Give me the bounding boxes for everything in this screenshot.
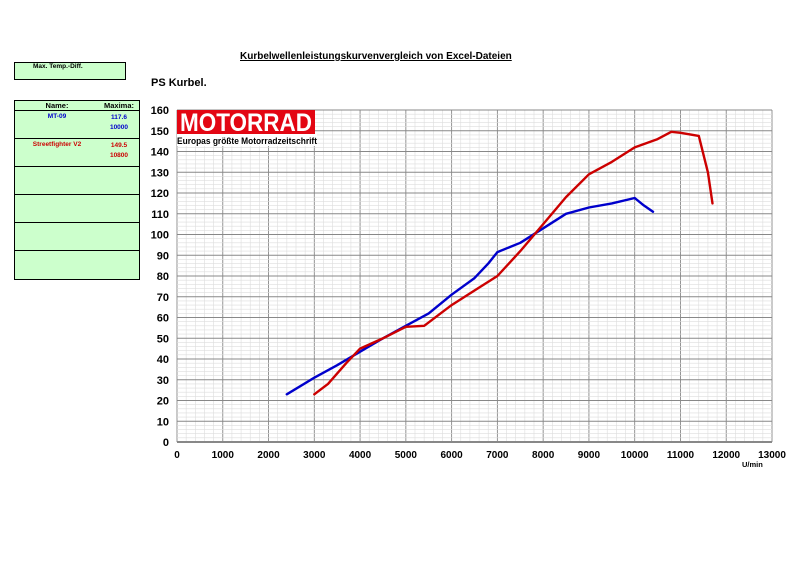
legend-name: MT-09 xyxy=(47,113,67,120)
motorrad-logo xyxy=(177,110,315,134)
series-line-mt-09 xyxy=(285,196,655,396)
y-tick-label: 120 xyxy=(151,188,169,200)
motorrad-logo-text: MOTORRAD xyxy=(180,109,312,137)
y-tick-label: 30 xyxy=(157,375,169,387)
y-tick-label: 60 xyxy=(157,313,169,325)
y-tick-label: 40 xyxy=(157,354,169,366)
y-tick-label: 90 xyxy=(157,250,169,262)
y-tick-label: 50 xyxy=(157,333,169,345)
y-tick-label: 80 xyxy=(157,271,169,283)
y-tick-label: 100 xyxy=(151,230,169,242)
y-tick-label: 140 xyxy=(151,147,169,159)
x-tick-label: 4000 xyxy=(349,450,372,461)
x-tick-label: 3000 xyxy=(303,450,326,461)
series-line-streetfighter-v2 xyxy=(313,130,714,396)
y-tick-label: 110 xyxy=(151,209,169,221)
x-tick-label: 11000 xyxy=(667,450,695,461)
y-tick-label: 160 xyxy=(151,105,169,117)
legend-row: Streetfighter V2 149.5 10800 xyxy=(15,139,139,167)
x-tick-label: 12000 xyxy=(712,450,740,461)
y-tick-label: 20 xyxy=(157,396,169,408)
legend-max: 117.6 xyxy=(111,114,127,121)
legend-row-empty xyxy=(15,195,139,223)
motorrad-logo-tagline: Europas größte Motorradzeitschrift xyxy=(177,136,317,146)
legend-max-header: Maxima: xyxy=(103,101,134,110)
legend-row-empty xyxy=(15,167,139,195)
x-tick-label: 5000 xyxy=(395,450,418,461)
legend-name-header: Name: xyxy=(45,101,69,110)
legend-row: MT-09 117.6 10000 xyxy=(15,111,139,139)
y-axis-label: PS Kurbel. xyxy=(151,77,207,89)
legend-name: Streetfighter V2 xyxy=(32,141,82,148)
y-tick-label: 150 xyxy=(151,126,169,138)
legend-rpm: 10000 xyxy=(109,124,129,131)
legend-rpm: 10800 xyxy=(109,152,129,159)
max-temp-diff-box: Max. Temp.-Diff. xyxy=(14,62,126,80)
x-axis-label: U/min xyxy=(742,460,763,469)
x-tick-label: 1000 xyxy=(212,450,235,461)
x-tick-label: 6000 xyxy=(440,450,463,461)
y-tick-label: 130 xyxy=(151,167,169,179)
x-tick-label: 2000 xyxy=(257,450,280,461)
legend-row-empty xyxy=(15,223,139,251)
logo-tagline-bg xyxy=(177,134,317,146)
x-tick-label: 13000 xyxy=(758,450,786,461)
page-title: Kurbelwellenleistungskurvenvergleich von… xyxy=(240,51,512,62)
y-tick-label: 10 xyxy=(157,416,169,428)
legend-max: 149.5 xyxy=(110,142,128,149)
x-tick-label: 7000 xyxy=(486,450,509,461)
x-tick-label: 9000 xyxy=(578,450,601,461)
legend-table: Name: Maxima: MT-09 117.6 10000 Streetfight… xyxy=(14,100,140,280)
y-tick-label: 0 xyxy=(163,437,169,449)
x-tick-label: 0 xyxy=(174,450,180,461)
x-tick-label: 8000 xyxy=(532,450,555,461)
y-tick-label: 70 xyxy=(157,292,169,304)
x-tick-label: 10000 xyxy=(621,450,649,461)
